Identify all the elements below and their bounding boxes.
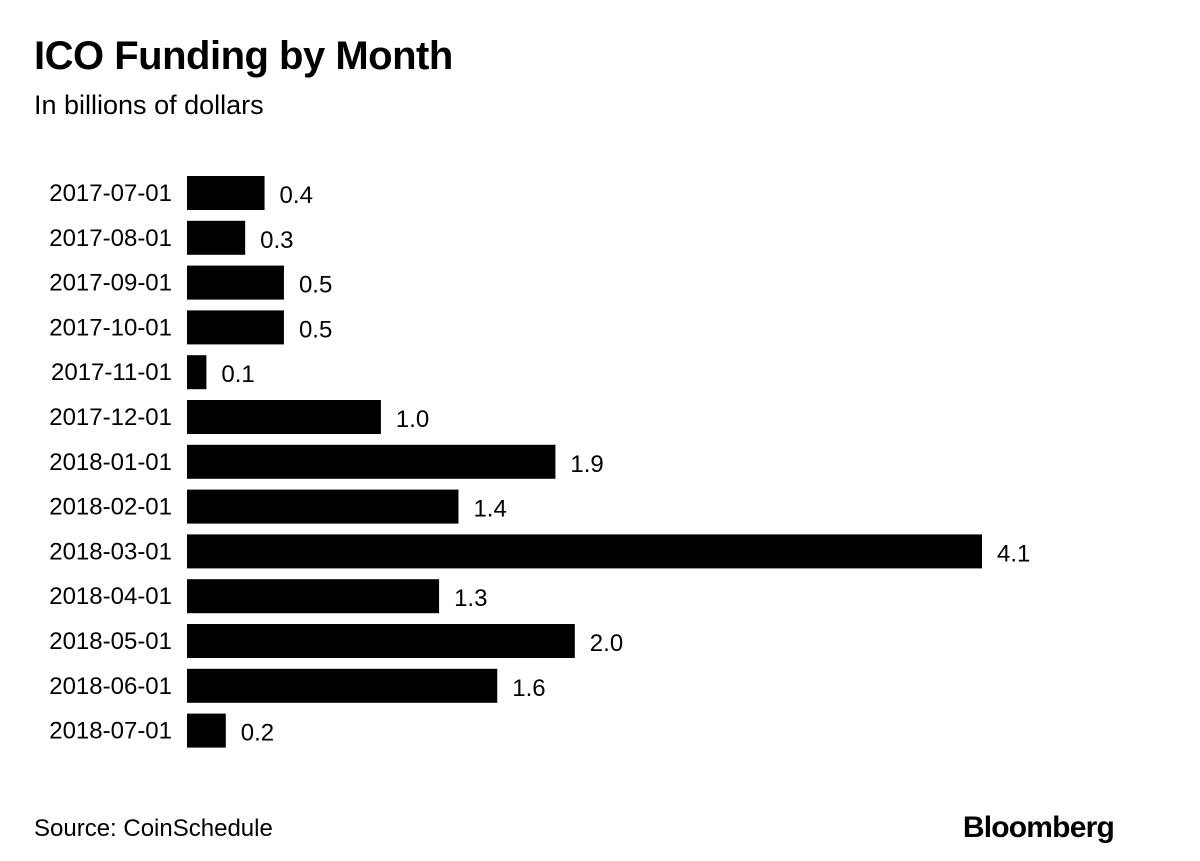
bar bbox=[187, 310, 284, 345]
value-label: 0.3 bbox=[260, 227, 293, 254]
value-label: 0.1 bbox=[221, 361, 254, 388]
bar bbox=[187, 400, 381, 434]
bar bbox=[187, 265, 284, 300]
category-label: 2017-11-01 bbox=[51, 359, 172, 386]
category-label: 2018-06-01 bbox=[49, 673, 172, 700]
bar bbox=[187, 176, 265, 210]
chart-title: ICO Funding by Month bbox=[34, 34, 453, 78]
bar bbox=[187, 489, 459, 524]
category-label: 2018-01-01 bbox=[49, 449, 172, 476]
category-label: 2017-07-01 bbox=[49, 180, 172, 207]
category-label: 2017-10-01 bbox=[49, 314, 172, 341]
value-label: 0.4 bbox=[280, 182, 313, 209]
bar bbox=[187, 534, 982, 569]
source-note: Source: CoinSchedule bbox=[34, 815, 273, 842]
value-label: 0.5 bbox=[299, 316, 332, 343]
bar bbox=[187, 713, 226, 748]
category-label: 2018-04-01 bbox=[49, 583, 172, 610]
category-label: 2017-12-01 bbox=[49, 404, 172, 431]
category-label: 2018-07-01 bbox=[49, 718, 172, 745]
category-label: 2017-08-01 bbox=[49, 225, 172, 252]
value-label: 1.0 bbox=[396, 406, 429, 433]
value-label: 1.4 bbox=[473, 496, 506, 523]
category-label: 2017-09-01 bbox=[49, 270, 172, 297]
value-label: 4.1 bbox=[997, 540, 1030, 567]
bar bbox=[187, 355, 207, 390]
value-label: 1.3 bbox=[454, 585, 487, 612]
value-label: 1.9 bbox=[570, 451, 603, 478]
bar bbox=[187, 624, 575, 658]
value-label: 2.0 bbox=[590, 630, 623, 657]
bar bbox=[187, 579, 440, 614]
category-label: 2018-03-01 bbox=[49, 538, 172, 565]
category-label: 2018-02-01 bbox=[49, 494, 172, 521]
value-label: 0.5 bbox=[299, 272, 332, 299]
category-label: 2018-05-01 bbox=[49, 628, 172, 655]
bar bbox=[187, 668, 498, 703]
chart-subtitle: In billions of dollars bbox=[34, 90, 264, 120]
bar bbox=[187, 444, 556, 479]
value-label: 1.6 bbox=[512, 675, 545, 702]
bloomberg-logo: Bloomberg bbox=[962, 811, 1115, 844]
bar bbox=[187, 220, 246, 255]
value-label: 0.2 bbox=[241, 720, 274, 747]
